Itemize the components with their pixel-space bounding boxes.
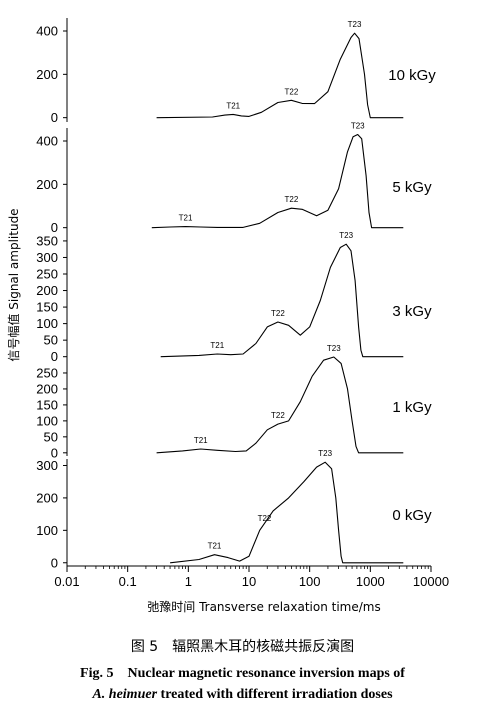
x-tick-label: 1000 xyxy=(356,574,385,589)
species-name: A. heimuer xyxy=(92,687,158,702)
dose-label: 3 kGy xyxy=(392,303,432,320)
x-axis-title: 弛豫时间 Transverse relaxation time/ms xyxy=(147,600,381,614)
y-tick-label: 300 xyxy=(36,250,58,265)
y-tick-label: 150 xyxy=(36,397,58,412)
x-tick-label: 10000 xyxy=(413,574,449,589)
y-axis-title: 信号幅值 Signal amplitude xyxy=(6,208,21,361)
panel-10-kgy: 0 200 400 T21 T22 T23 10 kGy xyxy=(36,18,436,125)
y-tick-label: 200 xyxy=(36,283,58,298)
caption-remainder: treated with different irradiation doses xyxy=(157,687,393,702)
peak-label-t21: T21 xyxy=(210,341,224,350)
y-tick-label: 400 xyxy=(36,134,58,149)
panel-5-kgy: 0 200 400 T21 T22 T23 5 kGy xyxy=(36,122,432,236)
y-tick-label: 150 xyxy=(36,300,58,315)
series-line xyxy=(156,32,404,119)
dose-label: 1 kGy xyxy=(392,399,432,416)
y-tick-label: 200 xyxy=(36,490,58,505)
peak-label-t23: T23 xyxy=(318,449,332,458)
y-tick-label: 100 xyxy=(36,523,58,538)
x-tick-label: 0.1 xyxy=(119,574,137,589)
peak-label-t22: T22 xyxy=(285,195,299,204)
y-tick-label: 200 xyxy=(36,381,58,396)
peak-label-t21: T21 xyxy=(226,101,240,110)
peak-label-t21: T21 xyxy=(179,214,193,223)
y-tick-label: 0 xyxy=(51,220,58,235)
x-tick-label: 100 xyxy=(299,574,321,589)
y-tick-label: 350 xyxy=(36,233,58,248)
y-tick-label: 400 xyxy=(36,24,58,39)
series-line xyxy=(156,356,404,454)
peak-label-t21: T21 xyxy=(194,436,208,445)
series-line xyxy=(160,243,404,358)
y-tick-label: 50 xyxy=(44,333,58,348)
peak-label-t22: T22 xyxy=(271,411,285,420)
y-tick-label: 250 xyxy=(36,267,58,282)
peak-label-t21: T21 xyxy=(208,542,222,551)
y-tick-label: 0 xyxy=(51,349,58,364)
y-tick-label: 300 xyxy=(36,458,58,473)
series-line xyxy=(170,461,404,564)
y-tick-label: 200 xyxy=(36,67,58,82)
x-axis: 0.01 0.1 1 10 100 1000 10000 xyxy=(54,565,449,589)
figure-caption-chinese: 图 5 辐照黑木耳的核磁共振反演图 xyxy=(130,639,355,655)
y-tick-label: 200 xyxy=(36,177,58,192)
y-tick-label: 100 xyxy=(36,316,58,331)
y-tick-label: 100 xyxy=(36,413,58,428)
y-tick-label: 250 xyxy=(36,365,58,380)
y-tick-label: 50 xyxy=(44,429,58,444)
figure-caption-english-line2: A. heimuer treated with different irradi… xyxy=(0,687,485,703)
y-tick-label: 0 xyxy=(51,445,58,460)
dose-label: 10 kGy xyxy=(388,67,436,84)
x-tick-label: 0.01 xyxy=(54,574,79,589)
y-tick-label: 0 xyxy=(51,555,58,570)
y-tick-label: 0 xyxy=(51,110,58,125)
peak-label-t23: T23 xyxy=(351,122,365,131)
dose-label: 0 kGy xyxy=(392,507,432,524)
peak-label-t23: T23 xyxy=(348,20,362,29)
peak-label-t22: T22 xyxy=(258,514,272,523)
figure-caption-english-line1: Fig. 5 Nuclear magnetic resonance invers… xyxy=(80,666,405,681)
x-tick-label: 1 xyxy=(185,574,192,589)
dose-label: 5 kGy xyxy=(392,179,432,196)
x-tick-label: 10 xyxy=(242,574,256,589)
peak-label-t23: T23 xyxy=(339,231,353,240)
peak-label-t22: T22 xyxy=(285,87,299,96)
chart-panels: 0 200 400 T21 T22 T23 10 kGy 0 200 400 T21 T22 T23 5 … xyxy=(36,18,436,570)
panel-0-kgy: 0 100 200 300 T21 T22 T23 0 kGy xyxy=(36,449,432,570)
peak-label-t23: T23 xyxy=(327,344,341,353)
series-line xyxy=(151,133,404,229)
peak-label-t22: T22 xyxy=(271,309,285,318)
